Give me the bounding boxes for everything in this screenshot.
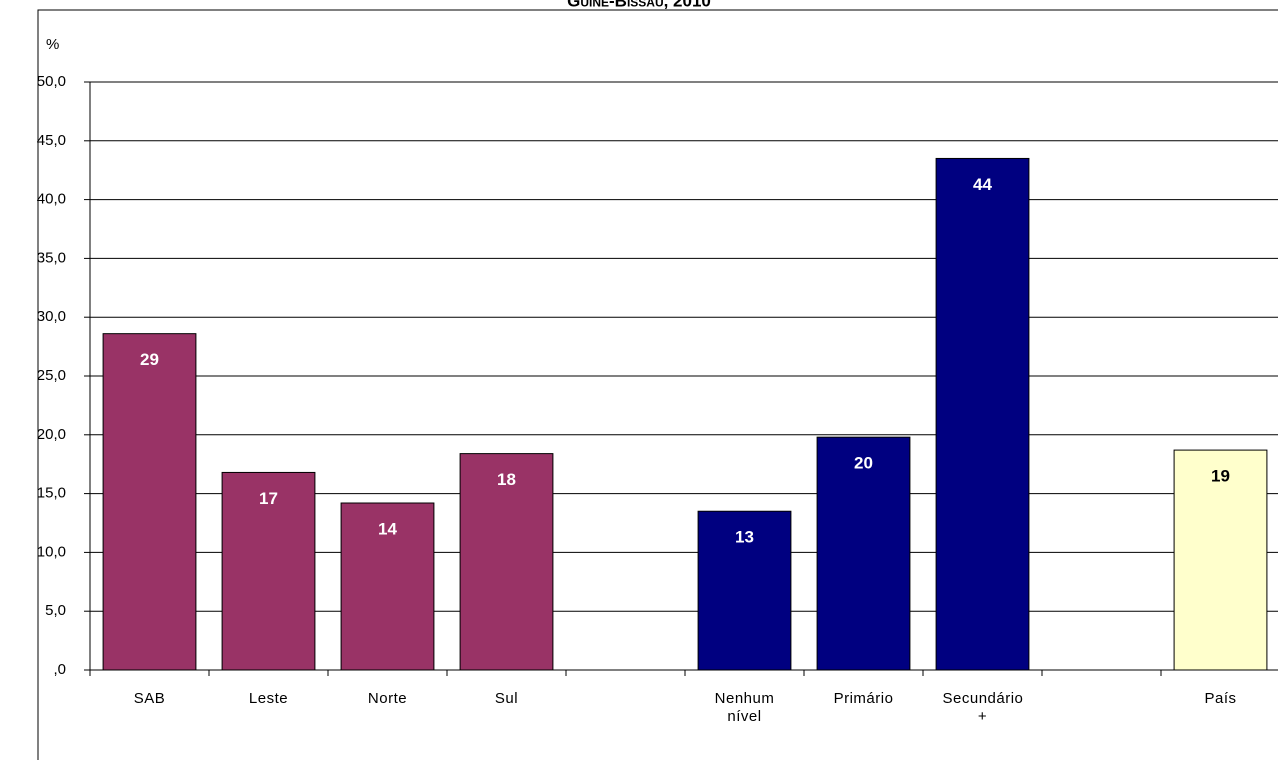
x-tick-label: Secundário + <box>942 690 1024 725</box>
data-label: 20 <box>854 454 873 473</box>
y-tick-label: 50,0 <box>37 73 66 90</box>
y-tick-label: 40,0 <box>37 191 66 208</box>
y-tick-label: 15,0 <box>37 485 66 502</box>
y-tick-label: ,0 <box>53 661 66 678</box>
data-label: 13 <box>735 528 754 547</box>
y-tick-label: 30,0 <box>37 308 66 325</box>
bar <box>697 510 792 671</box>
bar <box>340 502 435 671</box>
y-tick-label: 25,0 <box>37 367 66 384</box>
y-axis-label: % <box>46 36 59 53</box>
bar <box>1173 449 1268 671</box>
y-tick-label: 35,0 <box>37 249 66 266</box>
bar <box>935 157 1030 671</box>
data-label: 19 <box>1211 467 1230 486</box>
x-tick-label: SAB <box>133 690 166 707</box>
data-label: 44 <box>973 175 992 194</box>
x-tick-label: Sul <box>494 690 519 707</box>
bar <box>221 471 316 671</box>
data-label: 14 <box>378 519 397 538</box>
y-tick-label: 45,0 <box>37 132 66 149</box>
data-label: 29 <box>140 350 159 369</box>
y-tick-label: 20,0 <box>37 426 66 443</box>
x-tick-label: Norte <box>367 690 408 707</box>
y-tick-label: 5,0 <box>45 602 66 619</box>
bar <box>102 333 197 671</box>
x-tick-label: Leste <box>248 690 289 707</box>
y-tick-label: 10,0 <box>37 543 66 560</box>
bar <box>816 436 911 671</box>
data-label: 17 <box>259 489 278 508</box>
bar <box>459 453 554 671</box>
chart-title: Guiné-Bissau, 2010 <box>567 0 711 10</box>
x-tick-label: Primário <box>833 690 894 707</box>
data-label: 18 <box>497 470 516 489</box>
x-tick-label: País <box>1204 690 1237 707</box>
x-tick-label: Nenhum nível <box>714 690 775 725</box>
